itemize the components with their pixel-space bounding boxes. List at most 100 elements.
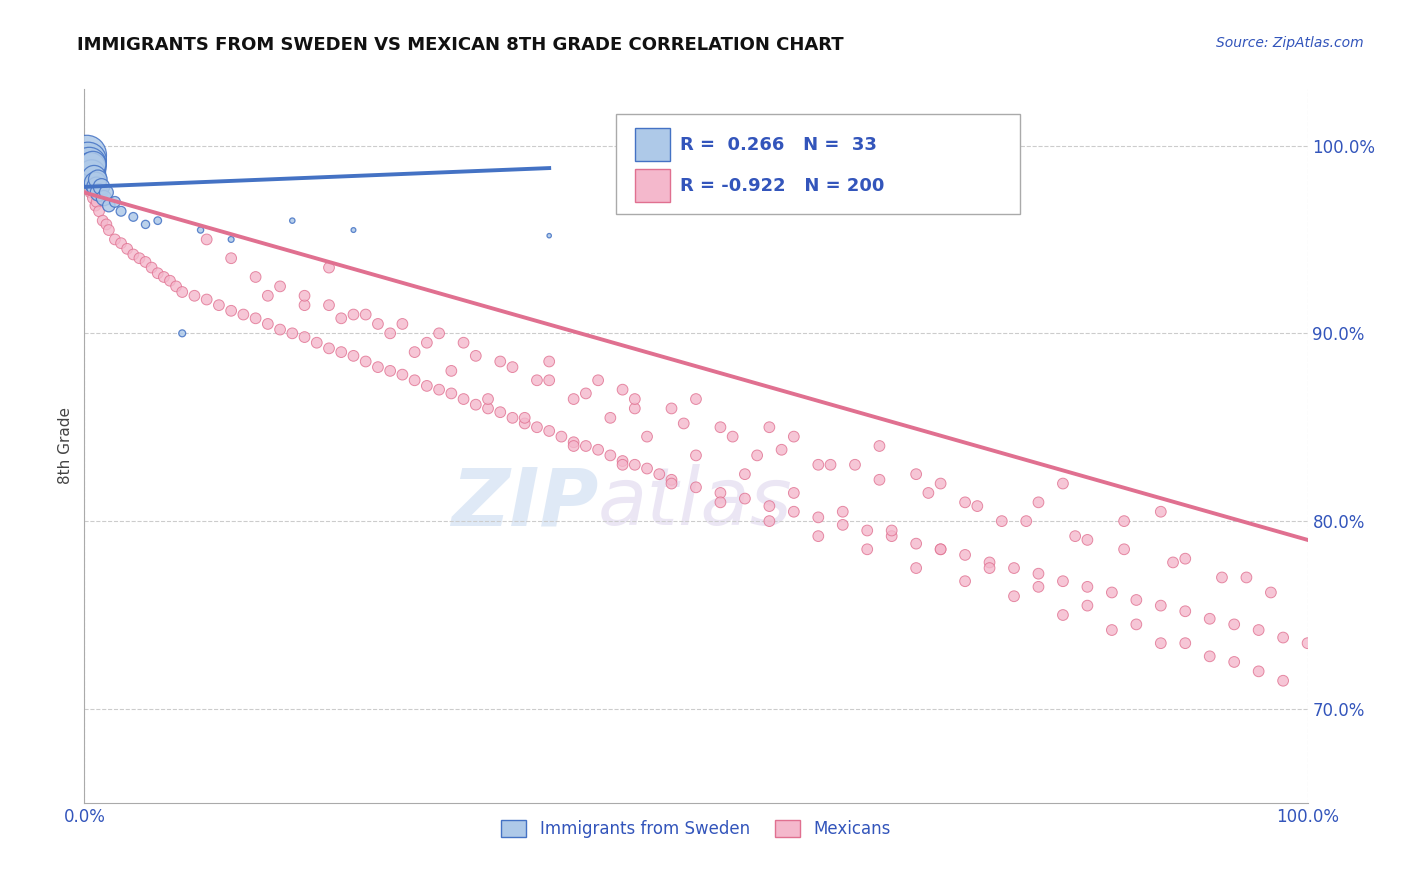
- Point: [146, 213, 169, 227]
- Text: IMMIGRANTS FROM SWEDEN VS MEXICAN 8TH GRADE CORRELATION CHART: IMMIGRANTS FROM SWEDEN VS MEXICAN 8TH GR…: [77, 36, 844, 54]
- Point: [648, 467, 671, 482]
- Point: [86, 194, 108, 209]
- Point: [880, 524, 903, 538]
- Point: [831, 505, 853, 519]
- Point: [342, 349, 364, 363]
- Point: [195, 232, 218, 246]
- Point: [1002, 561, 1025, 575]
- Point: [747, 449, 769, 463]
- Point: [77, 157, 100, 171]
- Point: [1150, 599, 1173, 613]
- Point: [1028, 495, 1050, 509]
- Text: ZIP: ZIP: [451, 464, 598, 542]
- Point: [305, 335, 328, 350]
- Point: [330, 345, 353, 359]
- Point: [685, 480, 707, 494]
- Point: [427, 383, 450, 397]
- Point: [1125, 593, 1147, 607]
- Point: [115, 242, 138, 256]
- Point: [1028, 566, 1050, 581]
- Point: [427, 326, 450, 341]
- Point: [87, 172, 110, 186]
- Point: [1223, 617, 1246, 632]
- Point: [783, 486, 806, 500]
- Point: [929, 542, 952, 557]
- Point: [1064, 529, 1087, 543]
- Point: [318, 298, 340, 312]
- Point: [367, 360, 389, 375]
- Point: [869, 473, 891, 487]
- Point: [87, 204, 110, 219]
- Point: [354, 308, 377, 322]
- Point: [183, 289, 205, 303]
- Point: [538, 424, 561, 438]
- Point: [844, 458, 866, 472]
- Y-axis label: 8th Grade: 8th Grade: [58, 408, 73, 484]
- Point: [80, 167, 103, 181]
- Point: [562, 392, 585, 406]
- Point: [1015, 514, 1038, 528]
- Point: [953, 548, 976, 562]
- Point: [77, 176, 100, 190]
- Legend: Immigrants from Sweden, Mexicans: Immigrants from Sweden, Mexicans: [495, 813, 897, 845]
- Point: [905, 561, 928, 575]
- Point: [257, 289, 280, 303]
- Point: [1076, 580, 1098, 594]
- Point: [562, 439, 585, 453]
- Point: [391, 317, 413, 331]
- Point: [79, 186, 101, 200]
- Point: [1076, 599, 1098, 613]
- Point: [526, 373, 548, 387]
- Point: [1272, 673, 1295, 688]
- Point: [110, 236, 132, 251]
- Point: [831, 517, 853, 532]
- Point: [758, 420, 780, 434]
- Point: [1114, 514, 1136, 528]
- Text: Source: ZipAtlas.com: Source: ZipAtlas.com: [1216, 36, 1364, 50]
- Point: [979, 556, 1001, 570]
- Point: [1174, 604, 1197, 618]
- Point: [1114, 542, 1136, 557]
- Point: [734, 467, 756, 482]
- Point: [856, 524, 879, 538]
- Point: [269, 322, 291, 336]
- Point: [1296, 636, 1319, 650]
- Point: [453, 335, 475, 350]
- Point: [76, 148, 98, 162]
- Point: [905, 467, 928, 482]
- Point: [612, 454, 634, 468]
- Point: [294, 330, 316, 344]
- Point: [502, 410, 524, 425]
- Text: R =  0.266   N =  33: R = 0.266 N = 33: [681, 136, 877, 153]
- Point: [979, 561, 1001, 575]
- Point: [538, 228, 561, 243]
- Point: [526, 420, 548, 434]
- Text: R = -0.922   N = 200: R = -0.922 N = 200: [681, 177, 884, 194]
- Point: [538, 373, 561, 387]
- Point: [79, 161, 101, 175]
- Point: [245, 270, 267, 285]
- Point: [820, 458, 842, 472]
- Point: [856, 542, 879, 557]
- Point: [489, 354, 512, 368]
- Point: [86, 179, 108, 194]
- Point: [734, 491, 756, 506]
- Point: [153, 270, 176, 285]
- Point: [342, 308, 364, 322]
- Point: [661, 476, 683, 491]
- Point: [440, 386, 463, 401]
- Point: [104, 232, 127, 246]
- Point: [1174, 551, 1197, 566]
- Point: [1101, 623, 1123, 637]
- Point: [917, 486, 939, 500]
- FancyBboxPatch shape: [616, 114, 1021, 214]
- Point: [404, 373, 426, 387]
- Point: [93, 191, 115, 205]
- Point: [612, 458, 634, 472]
- Point: [281, 326, 304, 341]
- Point: [97, 199, 120, 213]
- Point: [869, 439, 891, 453]
- Point: [1223, 655, 1246, 669]
- Point: [1150, 636, 1173, 650]
- Point: [489, 405, 512, 419]
